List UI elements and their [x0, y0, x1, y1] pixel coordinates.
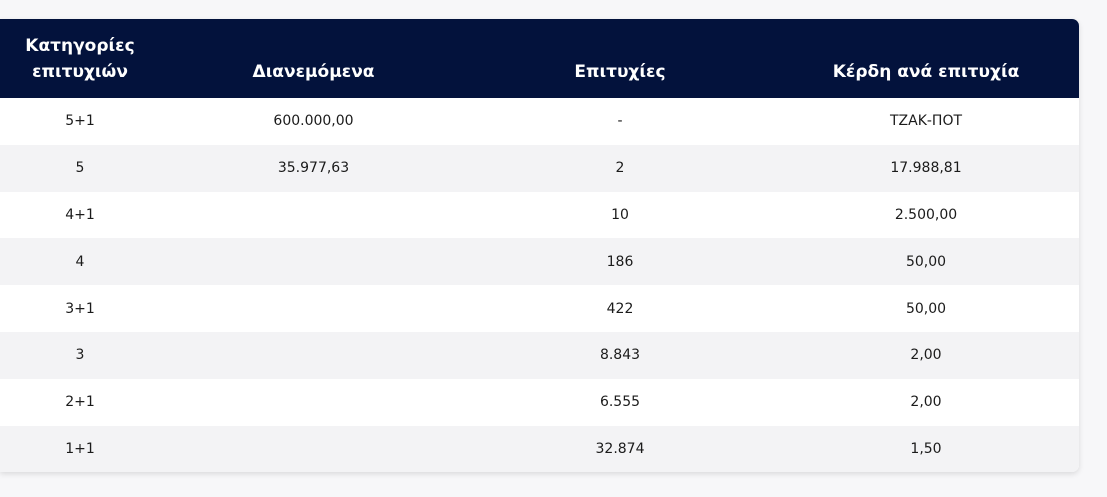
table-body: 5+1 600.000,00 - ΤΖΑΚ-ΠΟΤ 5 35.977,63 2 …: [0, 98, 1079, 473]
cell-prize: 50,00: [905, 300, 947, 317]
cell-prize: 17.988,81: [890, 160, 962, 177]
cell-distributed: 35.977,63: [277, 160, 350, 177]
cell-winners: 2: [615, 160, 625, 177]
cell-category: 4: [75, 253, 85, 270]
cell-distributed: 600.000,00: [273, 113, 354, 130]
cell-prize: ΤΖΑΚ-ΠΟΤ: [889, 113, 963, 130]
cell-prize: 50,00: [905, 253, 947, 270]
cell-distributed: [160, 238, 467, 285]
table-row: 4 186 50,00: [0, 238, 1079, 286]
results-table-card: Κατηγορίες επιτυχιών Διανεμόμενα Επιτυχί…: [0, 19, 1079, 473]
table-row: 4+1 10 2.500,00: [0, 191, 1079, 239]
cell-category: 2+1: [65, 394, 95, 411]
header-category-line1: Κατηγορίες: [25, 35, 135, 56]
cell-category: 4+1: [65, 206, 95, 223]
table-row: 5 35.977,63 2 17.988,81: [0, 144, 1079, 192]
cell-winners: 422: [606, 300, 634, 317]
cell-distributed: [160, 379, 467, 426]
table-header-row: Κατηγορίες επιτυχιών Διανεμόμενα Επιτυχί…: [0, 19, 1079, 98]
cell-prize: 2,00: [910, 347, 942, 364]
cell-category: 1+1: [65, 440, 95, 457]
cell-prize: 2.500,00: [894, 206, 958, 223]
cell-category: 3: [75, 347, 85, 364]
cell-distributed: [160, 285, 467, 332]
cell-category: 5+1: [65, 113, 95, 130]
cell-winners: 32.874: [595, 440, 645, 457]
cell-distributed: [160, 192, 467, 239]
cell-category: 5: [75, 160, 85, 177]
header-category-line2: επιτυχιών: [32, 61, 128, 82]
table-row: 5+1 600.000,00 - ΤΖΑΚ-ΠΟΤ: [0, 98, 1079, 145]
cell-distributed: [160, 332, 467, 379]
cell-prize: 1,50: [910, 440, 942, 457]
table-header: Κατηγορίες επιτυχιών Διανεμόμενα Επιτυχί…: [0, 19, 1079, 98]
cell-winners: -: [617, 113, 623, 130]
header-prize-per-winner: Κέρδη ανά επιτυχία: [832, 62, 1020, 82]
cell-winners: 186: [606, 253, 634, 270]
cell-prize: 2,00: [910, 394, 942, 411]
table-row: 3 8.843 2,00: [0, 331, 1079, 379]
header-winners: Επιτυχίες: [574, 62, 666, 82]
table-row: 3+1 422 50,00: [0, 285, 1079, 332]
table-row: 1+1 32.874 1,50: [0, 425, 1079, 473]
header-category: Κατηγορίες επιτυχιών: [0, 19, 160, 98]
cell-winners: 8.843: [599, 347, 641, 364]
cell-category: 3+1: [65, 300, 95, 317]
table-row: 2+1 6.555 2,00: [0, 378, 1079, 426]
cell-winners: 6.555: [599, 394, 641, 411]
cell-winners: 10: [611, 206, 629, 223]
results-table: Κατηγορίες επιτυχιών Διανεμόμενα Επιτυχί…: [0, 19, 1079, 473]
header-distributed: Διανεμόμενα: [252, 62, 375, 82]
cell-distributed: [160, 426, 467, 473]
